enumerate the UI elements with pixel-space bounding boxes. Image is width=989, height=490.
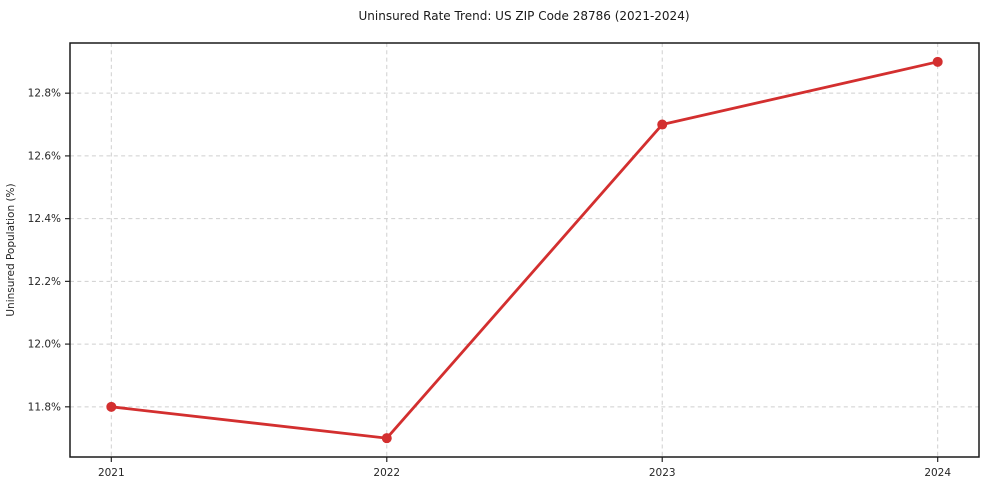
- y-tick-label: 11.8%: [28, 401, 61, 413]
- y-tick-label: 12.0%: [28, 339, 61, 351]
- trend-line: [109, 60, 940, 440]
- axis-tick-marks: [65, 92, 939, 462]
- data-point: [106, 401, 117, 412]
- data-point: [657, 119, 668, 130]
- y-axis-label: Uninsured Population (%): [5, 183, 17, 316]
- chart-title: Uninsured Rate Trend: US ZIP Code 28786 …: [358, 9, 689, 23]
- x-tick-label: 2021: [98, 467, 125, 479]
- gridlines: [70, 43, 979, 457]
- data-points: [106, 56, 943, 444]
- data-point: [381, 433, 392, 444]
- x-tick-label: 2022: [373, 467, 400, 479]
- axis-tick-labels: 2021 2022 2023 2024 11.8% 12.0% 12.2% 12.4% 12.6…: [28, 88, 952, 479]
- x-tick-label: 2024: [924, 467, 951, 479]
- data-point: [932, 56, 943, 67]
- plot-border: [69, 42, 980, 458]
- y-tick-label: 12.4%: [28, 213, 61, 225]
- y-tick-label: 12.8%: [28, 88, 61, 100]
- y-tick-label: 12.2%: [28, 276, 61, 288]
- x-tick-label: 2023: [649, 467, 676, 479]
- y-tick-label: 12.6%: [28, 150, 61, 162]
